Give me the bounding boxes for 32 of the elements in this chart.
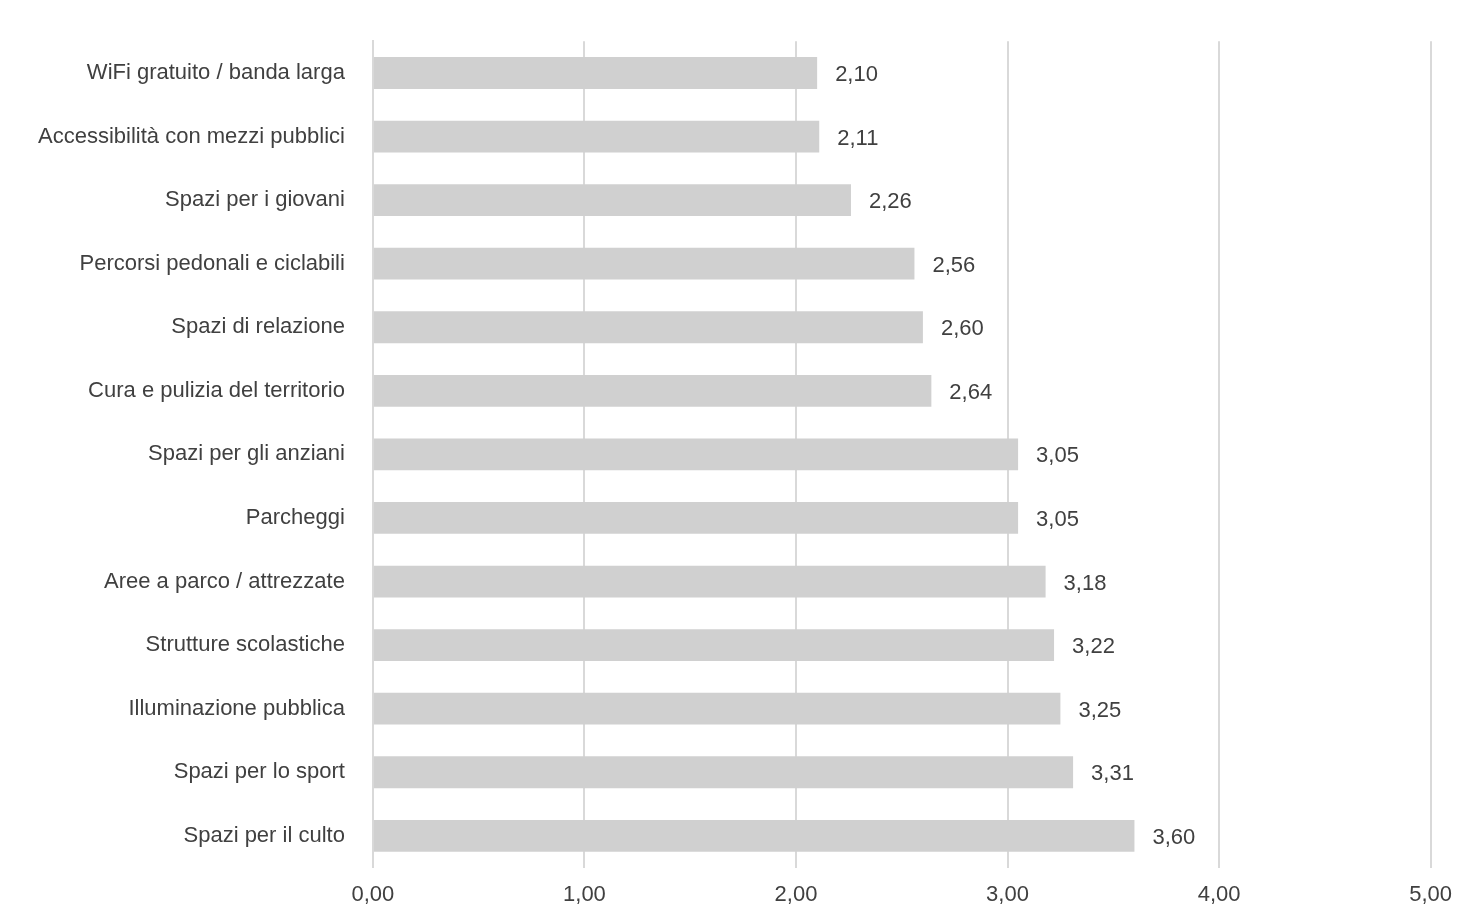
y-tick-label: Illuminazione pubblica [128, 694, 346, 720]
x-tick-label: 2,00 [774, 880, 818, 906]
y-tick-label: WiFi gratuito / banda larga [86, 59, 346, 85]
data-label: 3,25 [1078, 696, 1122, 722]
data-label: 2,64 [949, 378, 993, 404]
y-tick-label: Percorsi pedonali e ciclabili [79, 249, 345, 275]
x-tick-label: 3,00 [986, 880, 1029, 906]
data-label: 3,60 [1152, 823, 1196, 849]
y-tick-label: Cura e pulizia del territorio [88, 376, 345, 402]
y-tick-label: Spazi per il culto [183, 821, 345, 847]
x-tick-label: 5,00 [1409, 880, 1452, 906]
y-tick-label: Accessibilità con mezzi pubblici [38, 122, 345, 148]
y-tick-label: Spazi per gli anziani [148, 440, 345, 466]
x-tick-label: 0,00 [351, 880, 395, 906]
x-tick-label: 4,00 [1197, 880, 1241, 906]
data-label: 3,18 [1063, 569, 1107, 595]
y-tick-label: Spazi per lo sport [173, 758, 345, 784]
data-label: 2,11 [837, 124, 879, 150]
y-tick-label: Strutture scolastiche [145, 631, 345, 657]
data-label: 2,60 [940, 315, 984, 341]
y-tick-label: Spazi per i giovani [165, 186, 345, 212]
data-label: 3,22 [1072, 633, 1115, 659]
data-label: 2,26 [868, 188, 912, 214]
y-tick-label: Aree a parco / attrezzate [104, 567, 345, 593]
data-label: 3,05 [1036, 442, 1079, 468]
x-tick-label: 1,00 [563, 880, 606, 906]
data-label: 2,10 [835, 61, 878, 87]
data-label: 3,05 [1036, 506, 1079, 532]
data-label: 3,31 [1091, 760, 1134, 786]
y-tick-label: Spazi di relazione [171, 313, 345, 339]
y-tick-label: Parcheggi [245, 504, 345, 530]
data-label: 2,56 [932, 251, 976, 277]
